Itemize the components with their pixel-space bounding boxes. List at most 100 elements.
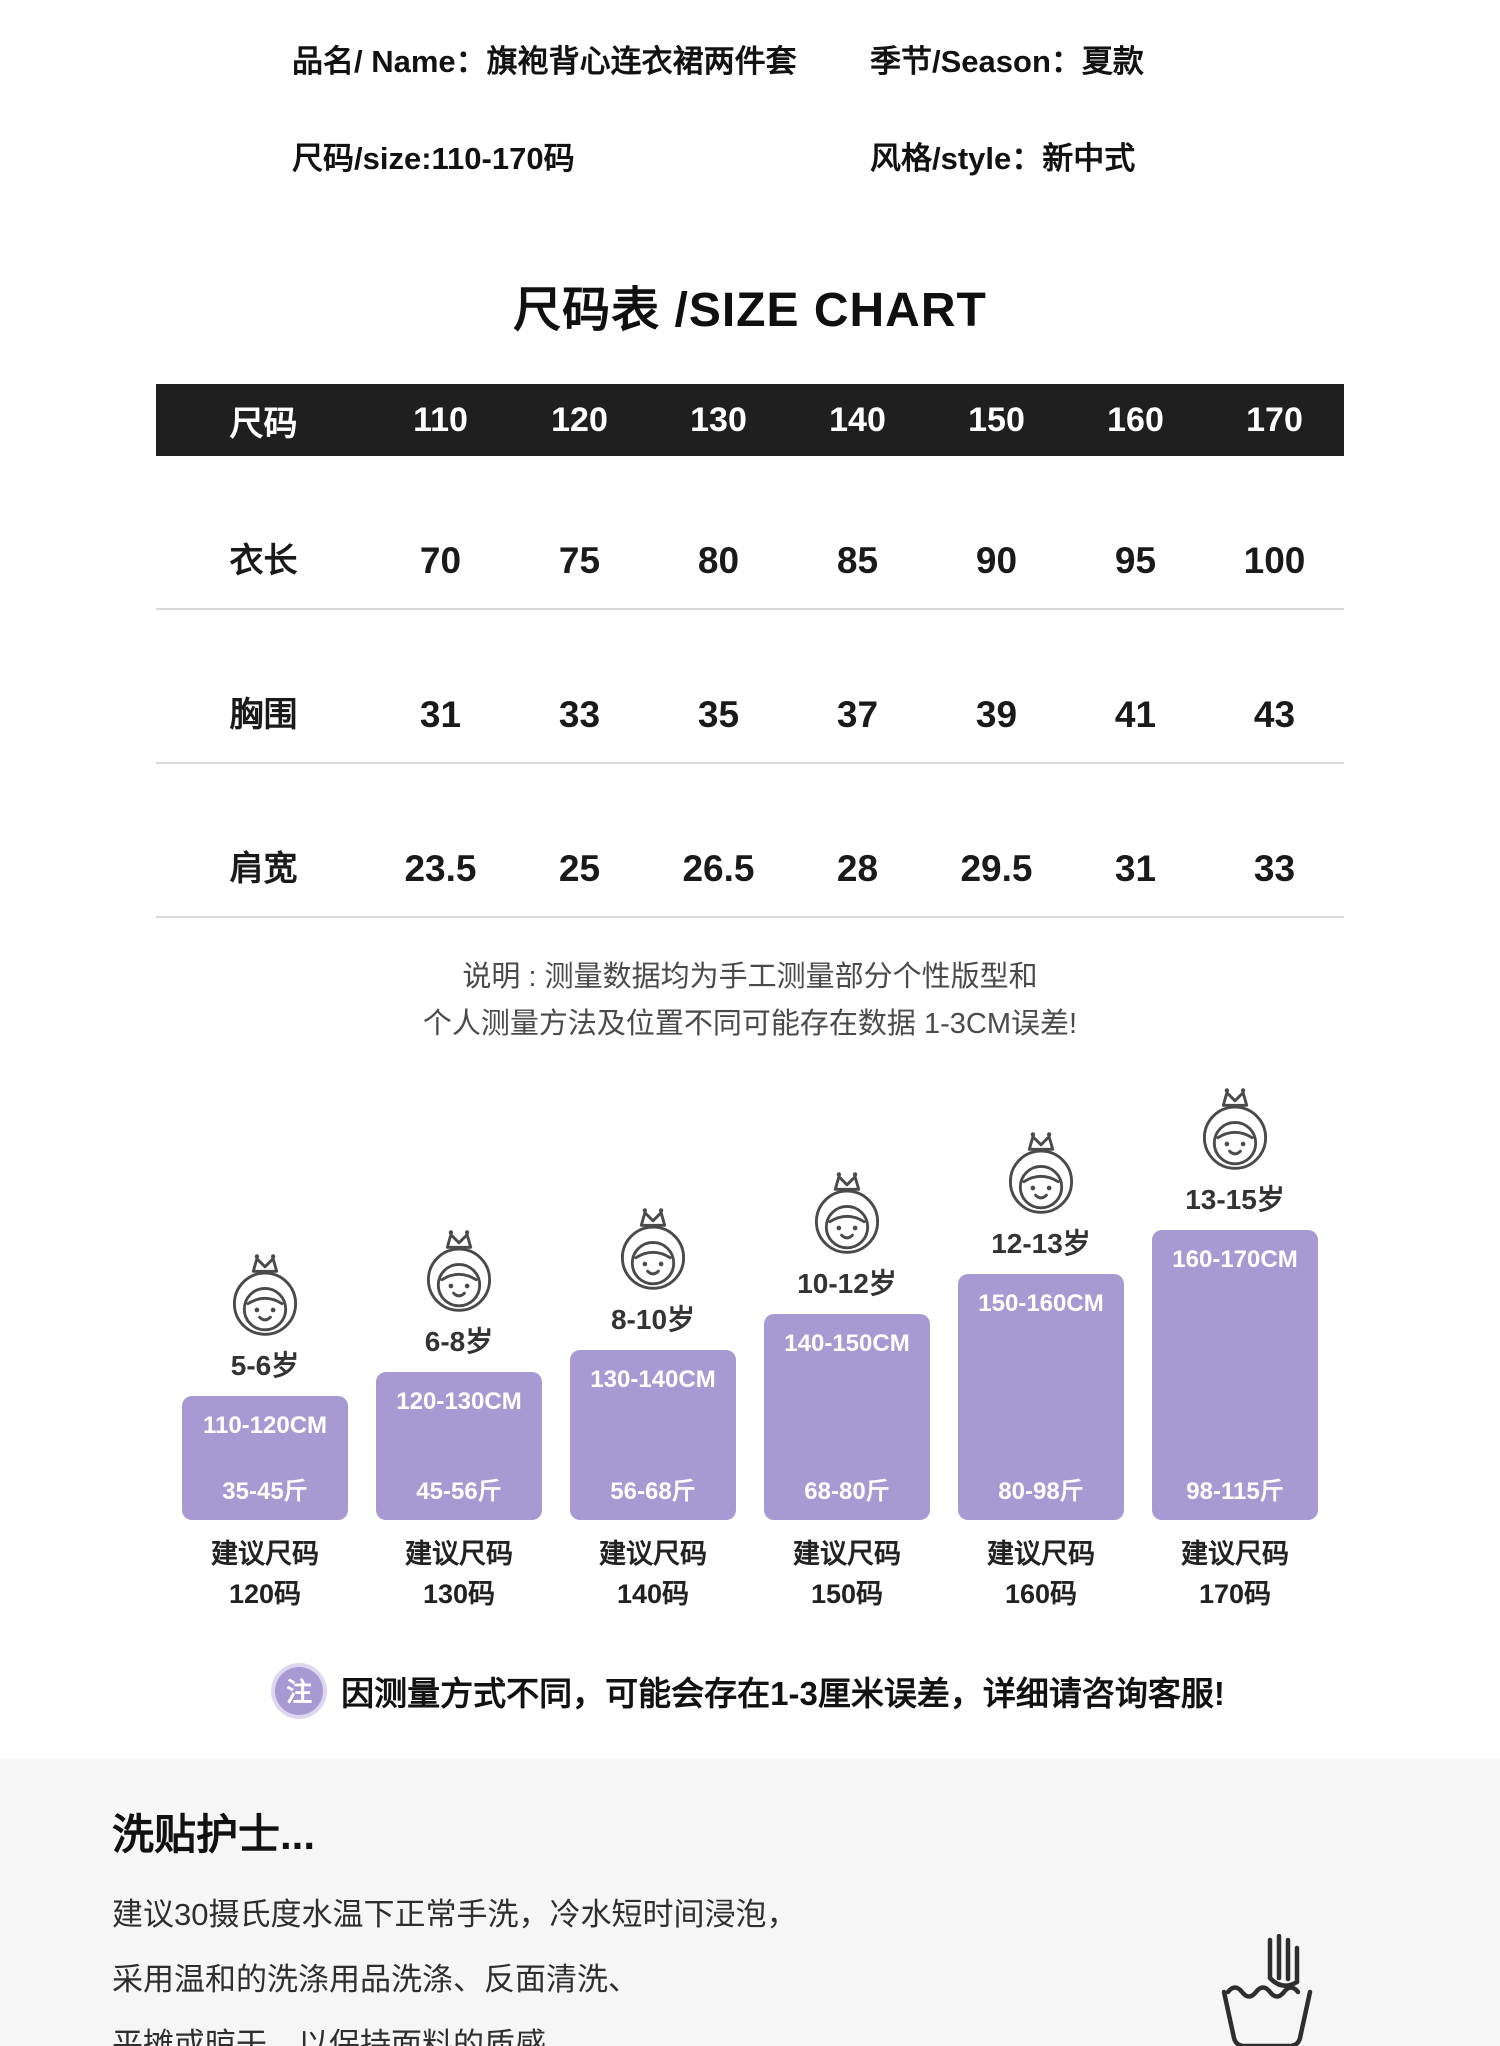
size-chart-title: 尺码表 /SIZE CHART xyxy=(513,284,987,337)
recommended-size-value: 140码 xyxy=(616,1579,690,1610)
recommended-size-value: 160码 xyxy=(1004,1579,1078,1610)
row-label: 胸围 xyxy=(229,696,298,734)
table-cell: 25 xyxy=(558,848,601,889)
table-cell: 26.5 xyxy=(682,848,755,889)
size-col: 110 xyxy=(413,400,468,439)
measurement-note-line2: 个人测量方法及位置不同可能存在数据 1-3CM误差! xyxy=(422,1007,1078,1040)
weight-range: 35-45斤 xyxy=(222,1477,308,1505)
recommended-size-label: 建议尺码 xyxy=(987,1538,1095,1569)
size-guide-column: 13-15岁 160-170CM 98-115斤 建议尺码 170码 xyxy=(1150,1078,1320,1615)
row-label: 肩宽 xyxy=(229,850,298,888)
product-name: 品名/ Name： 旗袍背心连衣裙两件套 xyxy=(292,36,870,81)
measurement-tip: 注 因测量方式不同，可能会存在1-3厘米误差，详细请咨询客服! xyxy=(0,1666,1500,1715)
care-line: 建议30摄氏度水温下正常手洗，冷水短时间浸泡， xyxy=(112,1896,798,1932)
table-cell: 41 xyxy=(1114,694,1157,735)
size-box: 120-130CM 45-56斤 xyxy=(376,1371,542,1520)
note-badge-icon: 注 xyxy=(275,1666,324,1715)
table-cell: 70 xyxy=(419,540,462,581)
table-cell: 39 xyxy=(975,694,1018,735)
table-cell: 43 xyxy=(1253,694,1296,735)
size-col: 120 xyxy=(551,400,608,439)
size-guide-column: 6-8岁 120-130CM 45-56斤 建议尺码 130码 xyxy=(374,1220,544,1615)
size-table-header: 尺码 110 120 130 140 150 160 170 xyxy=(156,384,1344,456)
table-cell: 37 xyxy=(836,694,879,735)
princess-girl-icon xyxy=(232,1254,298,1336)
table-row-length: 衣长 70 75 80 85 90 95 100 xyxy=(156,456,1344,610)
table-cell: 31 xyxy=(1114,848,1157,889)
recommended-size-value: 130码 xyxy=(422,1579,496,1610)
size-box: 140-150CM 68-80斤 xyxy=(764,1313,930,1520)
table-row-shoulder: 肩宽 23.5 25 26.5 28 29.5 31 33 xyxy=(156,764,1344,918)
recommended-size-value: 150码 xyxy=(810,1579,884,1610)
recommended-size: 建议尺码 130码 xyxy=(405,1534,513,1615)
table-cell: 85 xyxy=(836,540,879,581)
height-range: 160-170CM xyxy=(1172,1245,1298,1273)
table-row-chest: 胸围 31 33 35 37 39 41 43 xyxy=(156,610,1344,764)
princess-girl-icon xyxy=(426,1230,492,1312)
table-cell: 35 xyxy=(697,694,740,735)
height-range: 140-150CM xyxy=(784,1329,910,1357)
product-info: 品名/ Name： 旗袍背心连衣裙两件套 季节/Season： 夏款 尺码/si… xyxy=(0,0,1500,178)
product-size-value: 110-170码 xyxy=(431,141,575,176)
size-box: 110-120CM 35-45斤 xyxy=(182,1395,348,1520)
hand-wash-icon xyxy=(1221,1933,1313,2046)
age-range-label: 12-13岁 xyxy=(991,1227,1091,1259)
table-cell: 100 xyxy=(1243,540,1306,581)
product-season-label: 季节/Season： xyxy=(870,44,1082,79)
product-season-value: 夏款 xyxy=(1081,44,1144,79)
recommended-size: 建议尺码 160码 xyxy=(987,1534,1095,1615)
recommended-size: 建议尺码 170码 xyxy=(1181,1534,1289,1615)
size-guide-column: 12-13岁 150-160CM 80-98斤 建议尺码 160码 xyxy=(956,1122,1126,1615)
care-instructions: 建议30摄氏度水温下正常手洗，冷水短时间浸泡， 采用温和的洗涤用品洗涤、反面清洗… xyxy=(112,1882,1500,2046)
weight-range: 68-80斤 xyxy=(804,1477,890,1505)
size-table-header-label: 尺码 xyxy=(229,404,298,443)
product-name-value: 旗袍背心连衣裙两件套 xyxy=(486,44,797,79)
princess-girl-icon xyxy=(814,1172,880,1254)
info-line-1: 品名/ Name： 旗袍背心连衣裙两件套 季节/Season： 夏款 xyxy=(292,36,1500,81)
recommended-size-value: 170码 xyxy=(1198,1579,1272,1610)
age-range-label: 5-6岁 xyxy=(230,1349,300,1381)
recommended-size-label: 建议尺码 xyxy=(1181,1538,1289,1569)
row-label: 衣长 xyxy=(229,542,298,580)
recommended-size-value: 120码 xyxy=(228,1579,302,1610)
product-size-range: 尺码/size: 110-170码 xyxy=(292,133,870,178)
recommended-size: 建议尺码 120码 xyxy=(211,1534,319,1615)
size-box: 150-160CM 80-98斤 xyxy=(958,1273,1124,1520)
age-range-label: 13-15岁 xyxy=(1185,1183,1285,1215)
table-cell: 80 xyxy=(697,540,740,581)
weight-range: 98-115斤 xyxy=(1186,1477,1284,1505)
age-range-label: 10-12岁 xyxy=(797,1267,897,1299)
size-col: 140 xyxy=(829,400,886,439)
size-table: 尺码 110 120 130 140 150 160 170 衣长 70 75 … xyxy=(156,384,1344,918)
size-guide-column: 10-12岁 140-150CM 68-80斤 建议尺码 150码 xyxy=(762,1162,932,1615)
size-col: 130 xyxy=(690,400,747,439)
table-cell: 31 xyxy=(419,694,462,735)
princess-girl-icon xyxy=(1008,1132,1074,1214)
size-guide: 5-6岁 110-120CM 35-45斤 建议尺码 120码 xyxy=(0,1078,1500,1615)
size-guide-column: 5-6岁 110-120CM 35-45斤 建议尺码 120码 xyxy=(180,1244,350,1615)
age-range-label: 8-10岁 xyxy=(610,1303,696,1335)
care-line: 平摊或晾干，以保持面料的质感。 xyxy=(112,2027,577,2046)
age-range-label: 6-8岁 xyxy=(424,1325,494,1357)
product-style-label: 风格/style： xyxy=(870,141,1043,176)
recommended-size-label: 建议尺码 xyxy=(793,1538,901,1569)
princess-girl-icon xyxy=(620,1208,686,1290)
table-cell: 33 xyxy=(1253,848,1296,889)
measurement-note: 说明 : 测量数据均为手工测量部分个性版型和 个人测量方法及位置不同可能存在数据… xyxy=(0,954,1500,1048)
product-name-label: 品名/ Name： xyxy=(292,44,487,79)
product-season: 季节/Season： 夏款 xyxy=(870,36,1144,81)
care-section: 洗贴护士... 建议30摄氏度水温下正常手洗，冷水短时间浸泡， 采用温和的洗涤用… xyxy=(0,1758,1500,2046)
princess-girl-icon xyxy=(1202,1088,1268,1170)
info-line-2: 尺码/size: 110-170码 风格/style： 新中式 xyxy=(292,133,1500,178)
product-style-value: 新中式 xyxy=(1042,141,1136,176)
weight-range: 80-98斤 xyxy=(998,1477,1084,1505)
table-cell: 33 xyxy=(558,694,601,735)
measurement-note-line1: 说明 : 测量数据均为手工测量部分个性版型和 xyxy=(462,961,1038,993)
height-range: 120-130CM xyxy=(396,1387,522,1415)
height-range: 150-160CM xyxy=(978,1289,1104,1317)
table-cell: 95 xyxy=(1114,540,1157,581)
table-cell: 75 xyxy=(558,540,601,581)
recommended-size-label: 建议尺码 xyxy=(405,1538,513,1569)
table-cell: 29.5 xyxy=(960,848,1033,889)
